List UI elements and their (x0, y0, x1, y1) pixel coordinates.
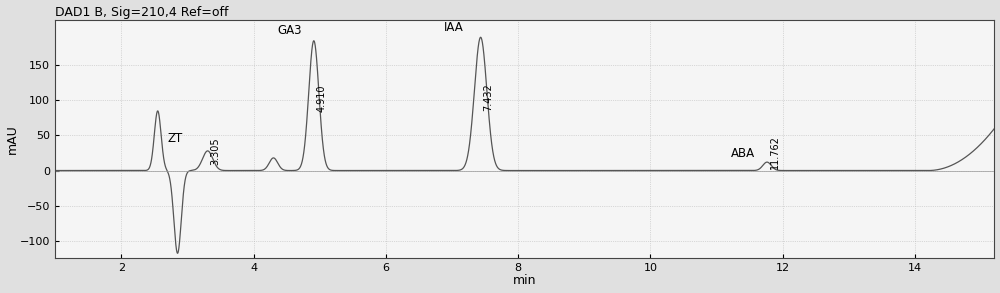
Text: 4.910: 4.910 (316, 85, 326, 112)
X-axis label: min: min (513, 275, 537, 287)
Text: DAD1 B, Sig=210,4 Ref=off: DAD1 B, Sig=210,4 Ref=off (55, 6, 229, 18)
Text: GA3: GA3 (277, 24, 302, 37)
Y-axis label: mAU: mAU (6, 124, 19, 154)
Text: ZT: ZT (168, 132, 183, 145)
Text: ABA: ABA (731, 147, 755, 160)
Text: 7.432: 7.432 (483, 83, 493, 110)
Text: IAA: IAA (444, 21, 464, 34)
Text: 11.762: 11.762 (770, 135, 780, 169)
Text: 3.305: 3.305 (210, 137, 220, 165)
